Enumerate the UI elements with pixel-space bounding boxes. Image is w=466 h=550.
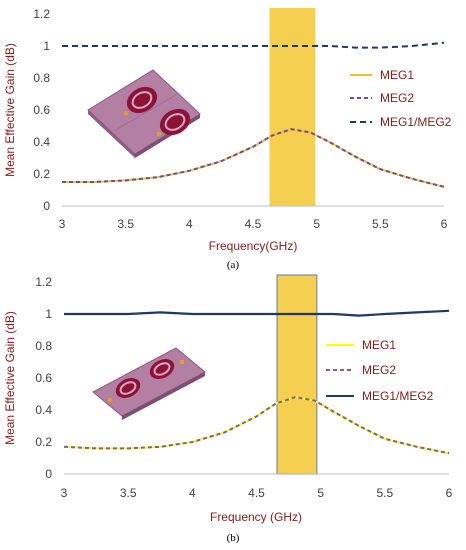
y-tick-label: 0 [45,467,52,481]
legend-label: MEG2 [380,91,414,105]
frequency-band-highlight [269,8,316,206]
y-tick-label: 0 [43,199,50,213]
x-tick-label: 4 [186,217,193,231]
x-tick-label: 4 [189,486,196,500]
series-line-meg2 [63,396,450,455]
legend-label: MEG1/MEG2 [380,115,452,129]
y-tick-label: 0.8 [35,339,52,353]
panel-label: (a) [227,259,240,271]
x-tick-label: 5 [317,486,324,500]
x-tick-label: 3.5 [117,217,134,231]
legend-label: MEG1 [362,338,396,352]
x-axis-title: Frequency (GHz) [210,510,302,524]
x-tick-label: 5.5 [376,486,393,500]
x-tick-label: 3.5 [120,486,137,500]
antenna-board-illustration [87,69,201,158]
x-tick-label: 4.5 [248,486,265,500]
y-tick-label: 0.4 [35,403,52,417]
x-tick-label: 6 [441,217,448,231]
antenna-board-illustration [92,347,206,420]
x-tick-label: 5.5 [372,217,389,231]
legend: MEG1 MEG2 MEG1/MEG2 [350,68,452,129]
series-line-meg1-meg2 [62,41,445,49]
x-tick-label: 4.5 [245,217,262,231]
legend-label: MEG1/MEG2 [362,389,434,403]
frequency-band-highlight [276,274,318,475]
x-tick-label: 6 [446,486,453,500]
y-axis-title: Mean Effective Gain (dB) [3,311,17,445]
x-axis-title: Frequency(GHz) [209,239,298,253]
series-line-meg2 [62,128,445,188]
x-tick-label: 3 [61,486,68,500]
y-tick-label: 0.6 [33,103,50,117]
y-tick-label: 0.6 [35,371,52,385]
legend-label: MEG1 [380,68,414,82]
chart-panel-a: 3 3.5 4 4.5 5 5.5 6 0 0.2 0.4 0.6 0.8 1 1.2 Mean Effe… [3,7,452,271]
series-line-meg1-meg2 [64,309,450,317]
y-tick-label: 1.2 [33,7,50,21]
y-tick-label: 1 [43,39,50,53]
x-tick-label: 5 [313,217,320,231]
y-tick-label: 0.8 [33,71,50,85]
y-tick-label: 0.4 [33,135,50,149]
y-axis-title: Mean Effective Gain (dB) [3,43,17,177]
chart-panel-b: 3 3.5 4 4.5 5 5.5 6 0 0.2 0.4 0.6 0.8 1 1.2 Mean Effe… [3,274,453,544]
x-tick-label: 3 [59,217,66,231]
y-tick-label: 1 [45,307,52,321]
panel-label: (b) [227,532,240,544]
y-tick-label: 0.2 [33,167,50,181]
y-tick-label: 1.2 [35,275,52,289]
y-tick-label: 0.2 [35,435,52,449]
legend: MEG1 MEG2 MEG1/MEG2 [326,338,434,403]
legend-label: MEG2 [362,363,396,377]
